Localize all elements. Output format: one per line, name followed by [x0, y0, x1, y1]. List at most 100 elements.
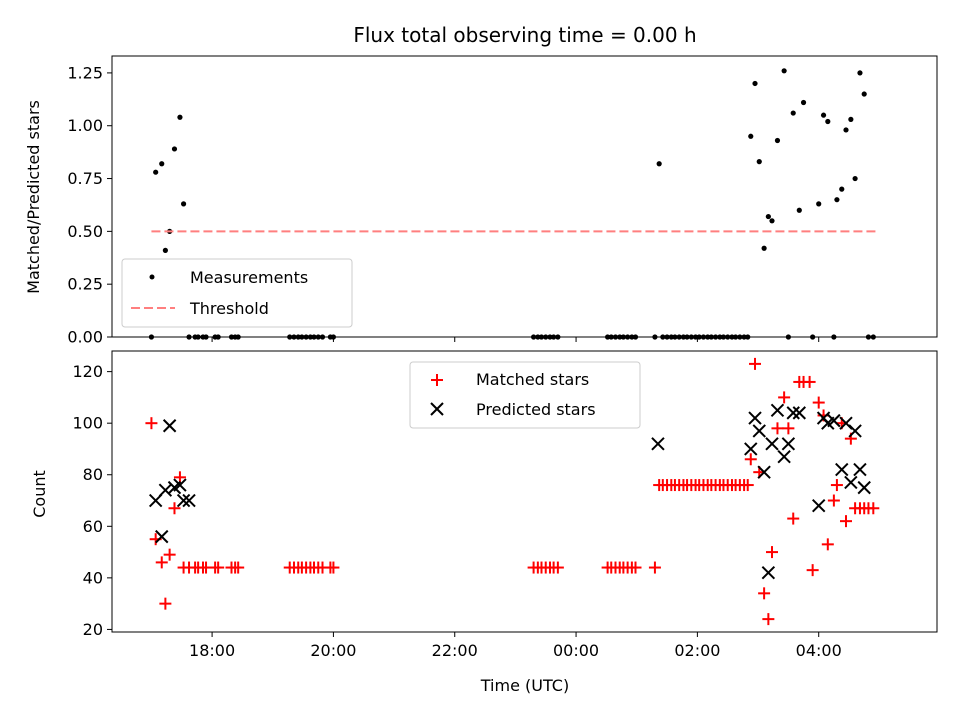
predicted-star-point [651, 437, 665, 451]
top-x-ticks [211, 337, 820, 342]
matched-star-point [159, 597, 172, 610]
bottom-y-ticks: 20 40 60 80 100 120 [72, 362, 112, 639]
measurement-point [535, 334, 541, 340]
bottom-data-marks [145, 357, 880, 626]
measurement-point [761, 245, 767, 251]
legend-measurements-label: Measurements [190, 268, 308, 287]
measurement-point [684, 334, 690, 340]
measurement-point [664, 334, 670, 340]
measurement-point [796, 207, 802, 213]
measurement-point [162, 247, 168, 253]
predicted-star-point [162, 419, 177, 433]
predicted-star-point [173, 478, 187, 492]
measurement-point [605, 334, 611, 340]
predicted-star-point [752, 424, 766, 438]
measurement-point [555, 334, 561, 340]
measurement-point [608, 334, 614, 340]
matched-star-point [827, 494, 840, 507]
measurement-point [291, 334, 297, 340]
matched-star-point [782, 422, 795, 435]
measurement-point [543, 334, 549, 340]
matched-star-point [867, 502, 880, 515]
top-y-tick-label: 0.00 [67, 328, 103, 347]
matched-star-point [803, 375, 816, 388]
matched-star-point [821, 538, 834, 551]
measurement-point [530, 334, 537, 340]
measurement-point [848, 116, 854, 122]
measurement-point [303, 334, 309, 340]
measurement-point [729, 334, 735, 340]
measurement-point [311, 334, 317, 340]
measurement-point [737, 334, 743, 340]
top-panel: 0.00 0.25 0.50 0.75 1.00 1.25 Matched/Predict… [24, 55, 938, 347]
measurement-point [725, 334, 731, 340]
predicted-star-point [781, 437, 796, 451]
predicted-star-point [777, 449, 791, 464]
measurement-point [705, 334, 711, 340]
matched-star-point [163, 548, 176, 561]
measurement-point [733, 334, 739, 340]
legend-measurements-marker [149, 274, 155, 280]
measurement-point [620, 334, 626, 340]
top-legend: Measurements Threshold [121, 258, 353, 328]
matched-star-point [629, 561, 642, 574]
measurement-point [186, 334, 192, 340]
predicted-star-point [182, 493, 196, 508]
measurement-point [617, 334, 623, 340]
matched-star-point [232, 561, 245, 574]
top-axes-frame [111, 55, 938, 338]
top-y-tick-label: 0.75 [67, 169, 103, 188]
matched-star-point [155, 556, 168, 569]
measurement-point [319, 334, 326, 340]
measurement-point [852, 175, 858, 182]
measurement-point [717, 334, 723, 340]
bottom-legend: Matched stars Predicted stars [409, 361, 641, 429]
measurement-point [861, 91, 867, 97]
measurement-point [748, 133, 754, 139]
matched-star-point [648, 561, 661, 574]
measurement-point [612, 334, 619, 340]
measurement-point [810, 334, 816, 340]
predicted-star-point [158, 483, 173, 497]
x-tick-label: 02:00 [674, 641, 720, 660]
measurement-point [696, 334, 702, 340]
predicted-star-point [765, 437, 779, 451]
bottom-y-tick-label: 80 [83, 465, 103, 484]
matched-star-point [806, 564, 819, 577]
measurement-point [180, 201, 187, 207]
measurement-point [870, 334, 876, 340]
measurement-point [781, 68, 787, 74]
measurement-point [700, 334, 707, 340]
legend-matched-marker [431, 374, 443, 386]
measurement-point [215, 334, 221, 340]
measurement-point [816, 201, 822, 207]
predicted-star-point [857, 480, 871, 495]
measurement-point [660, 334, 666, 340]
measurement-point [745, 334, 751, 340]
measurement-point [315, 334, 321, 340]
legend-predicted-label: Predicted stars [476, 400, 596, 419]
matched-star-point [212, 561, 225, 574]
bottom-legend-box [409, 361, 641, 429]
measurement-point [790, 110, 796, 116]
top-chart-title: Flux total observing time = 0.00 h [353, 23, 696, 47]
legend-predicted-marker [430, 402, 444, 416]
predicted-star-point [812, 498, 826, 513]
matched-star-point [758, 587, 771, 600]
predicted-star-point [844, 475, 858, 490]
measurement-point [820, 112, 827, 118]
predicted-star-point [148, 493, 163, 508]
x-tick-label: 18:00 [189, 641, 235, 660]
legend-threshold-label: Threshold [189, 299, 269, 318]
measurement-point [756, 159, 762, 165]
measurement-point [680, 334, 687, 340]
measurement-point [857, 70, 863, 76]
legend-matched-label: Matched stars [476, 370, 589, 389]
top-y-ticks: 0.00 0.25 0.50 0.75 1.00 1.25 [67, 63, 112, 347]
predicted-star-point [176, 493, 191, 508]
matched-star-point [551, 561, 564, 574]
top-data-marks [148, 68, 880, 340]
matched-star-point [744, 453, 757, 466]
x-tick-label: 20:00 [310, 641, 356, 660]
